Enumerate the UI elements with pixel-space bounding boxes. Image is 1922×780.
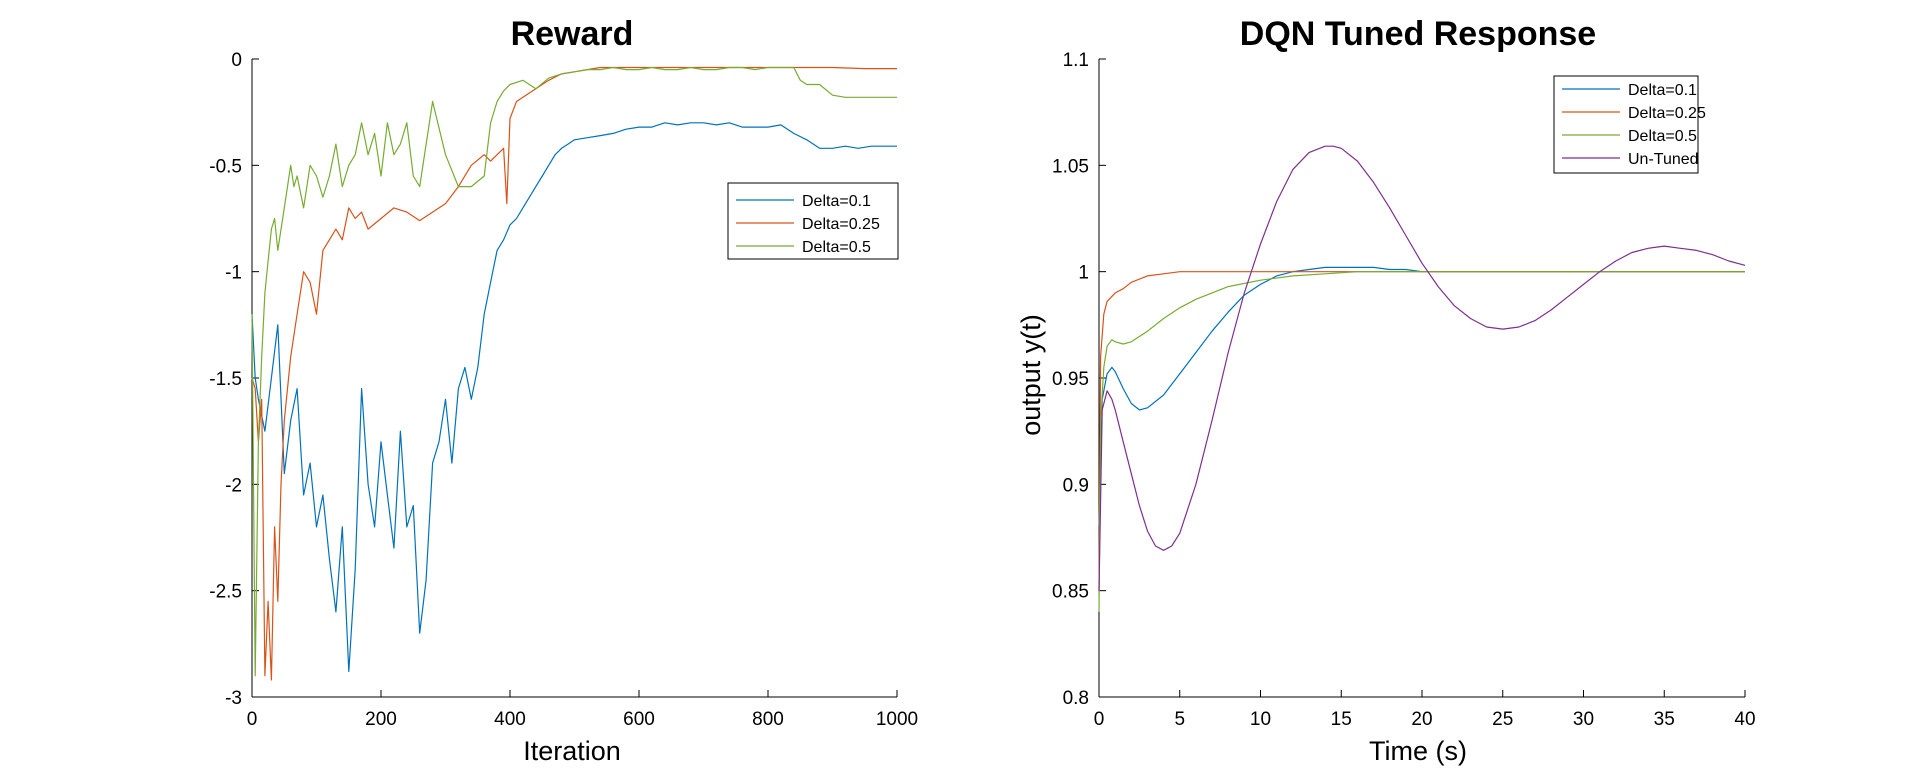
x-tick-label: 35 bbox=[1654, 709, 1675, 730]
y-tick-label: 1.1 bbox=[1063, 50, 1089, 71]
x-tick-label: 15 bbox=[1331, 709, 1352, 730]
x-tick-label: 400 bbox=[494, 709, 526, 730]
x-tick-label: 5 bbox=[1174, 709, 1185, 730]
x-tick-label: 600 bbox=[623, 709, 655, 730]
legend-entry: Delta=0.5 bbox=[1628, 128, 1697, 145]
legend-entry: Delta=0.25 bbox=[1628, 105, 1706, 122]
y-tick-label: 0.9 bbox=[1063, 475, 1089, 496]
series-lines bbox=[1098, 145, 1746, 612]
legend-box bbox=[1553, 75, 1699, 174]
y-tick-label: -2.5 bbox=[209, 582, 242, 603]
x-tick-label: 0 bbox=[1094, 709, 1105, 730]
x-tick-label: 40 bbox=[1734, 709, 1755, 730]
x-tick-label: 1000 bbox=[876, 709, 918, 730]
series-line bbox=[251, 122, 897, 673]
x-tick-label: 30 bbox=[1573, 709, 1594, 730]
legend: Delta=0.1 Delta=0.25 Delta=0.5 bbox=[727, 182, 899, 260]
chart-title: Reward bbox=[511, 15, 634, 53]
y-tick-label: -1.5 bbox=[209, 369, 242, 390]
series-line bbox=[251, 66, 897, 677]
series-line bbox=[1098, 271, 1745, 612]
legend: Delta=0.1 Delta=0.25 Delta=0.5 Un-Tuned bbox=[1553, 75, 1706, 174]
x-axis-label: Time (s) bbox=[1369, 736, 1467, 766]
x-tick-label: 800 bbox=[752, 709, 784, 730]
y-tick-label: 1 bbox=[1078, 263, 1089, 284]
y-axis-label: output y(t) bbox=[1016, 314, 1046, 436]
dqn-response-chart: DQN Tuned Response Time (s) output y(t) … bbox=[1016, 15, 1756, 766]
y-tick-label: 0.8 bbox=[1063, 688, 1089, 709]
x-tick-label: 20 bbox=[1411, 709, 1432, 730]
legend-entry: Delta=0.25 bbox=[802, 216, 880, 233]
x-tick-label: 25 bbox=[1492, 709, 1513, 730]
y-tick-label: -0.5 bbox=[209, 156, 242, 177]
y-tick-label: 0.95 bbox=[1052, 369, 1089, 390]
legend-entry: Delta=0.1 bbox=[802, 193, 871, 210]
y-tick-label: -2 bbox=[225, 475, 242, 496]
x-axis-label: Iteration bbox=[523, 736, 621, 766]
legend-entry: Delta=0.5 bbox=[802, 239, 871, 256]
legend-entry: Delta=0.1 bbox=[1628, 82, 1697, 99]
series-line bbox=[251, 66, 897, 681]
legend-entry: Un-Tuned bbox=[1628, 151, 1699, 168]
x-tick-label: 200 bbox=[365, 709, 397, 730]
axes: 0 200 400 600 800 1000 -3 -2.5 -2 -1.5 -1 -0.5 0 bbox=[209, 50, 918, 730]
y-tick-label: 0 bbox=[231, 50, 242, 71]
reward-chart: Reward Iteration 0 200 400 600 800 1000 -3 -2.5… bbox=[209, 15, 918, 766]
y-tick-label: -1 bbox=[225, 263, 242, 284]
series-lines bbox=[251, 66, 897, 681]
y-tick-label: -3 bbox=[225, 688, 242, 709]
x-tick-label: 0 bbox=[247, 709, 258, 730]
x-tick-label: 10 bbox=[1250, 709, 1271, 730]
y-tick-label: 0.85 bbox=[1052, 582, 1089, 603]
series-line bbox=[1098, 145, 1746, 591]
y-tick-label: 1.05 bbox=[1052, 156, 1089, 177]
chart-title: DQN Tuned Response bbox=[1240, 15, 1596, 53]
